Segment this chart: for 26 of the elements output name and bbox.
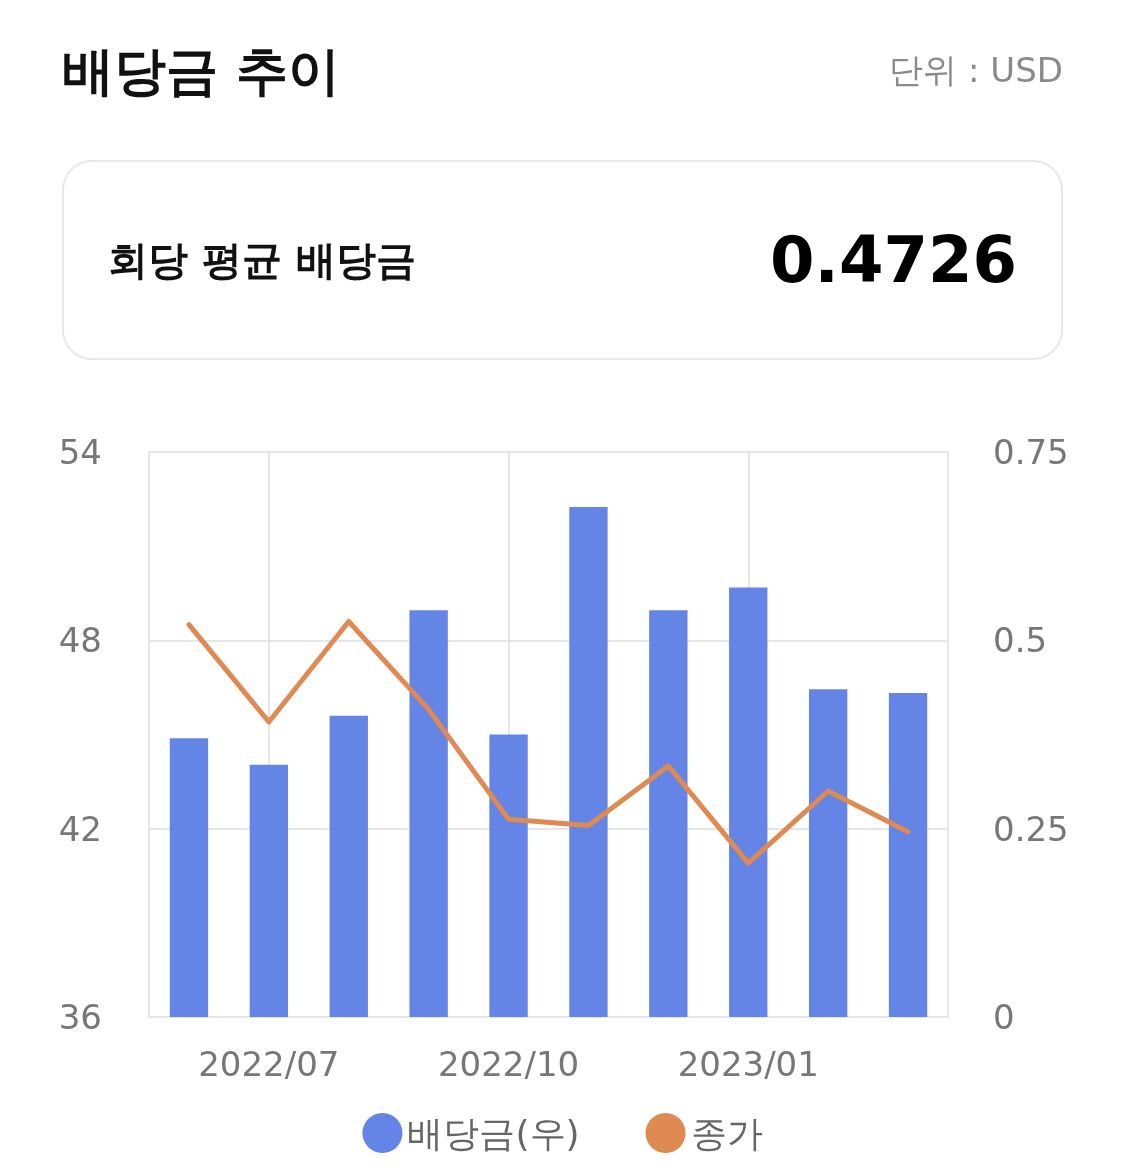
x-tick-label: 2022/10	[437, 1044, 580, 1084]
y-tick-label: 48	[58, 620, 102, 661]
bar	[169, 738, 209, 1017]
chart-title: 배당금 추이	[62, 40, 341, 102]
x-tick-label: 2023/01	[677, 1044, 819, 1084]
bar	[569, 506, 608, 1017]
y-tick-label: 42	[58, 808, 102, 849]
bar	[888, 693, 928, 1017]
y2-tick-label: 0.5	[993, 620, 1048, 661]
y2-tick-label: 0.25	[993, 808, 1069, 849]
bar	[808, 689, 848, 1017]
y2-tick-label: 0.75	[993, 432, 1069, 472]
y-tick-label: 54	[58, 432, 102, 472]
bar	[329, 715, 368, 1017]
bar	[409, 610, 448, 1017]
bar	[249, 764, 289, 1017]
text: 단위 : USD	[889, 50, 1063, 90]
legend-label: 종가	[690, 1112, 763, 1154]
y-tick-label: 36	[58, 997, 102, 1037]
bar	[729, 587, 768, 1017]
summary-card: 회당 평균 배당금 0.4726	[62, 160, 1063, 360]
legend-label: 배당금(우)	[407, 1112, 580, 1154]
bar	[649, 610, 688, 1017]
bar	[489, 734, 528, 1017]
y2-tick-label: 0	[993, 997, 1015, 1037]
x-tick-label: 2022/07	[198, 1044, 340, 1084]
